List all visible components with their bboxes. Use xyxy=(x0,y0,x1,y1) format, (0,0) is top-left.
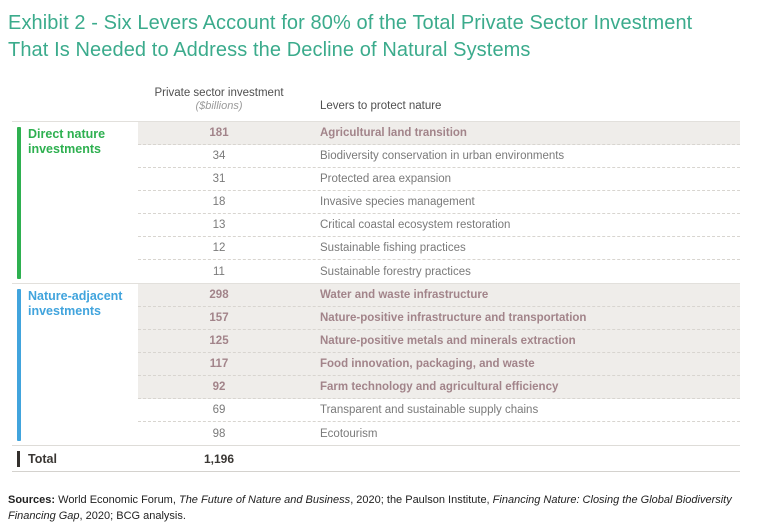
investment-value: 13 xyxy=(212,219,226,231)
investment-value: 12 xyxy=(212,242,226,254)
label-column-spacer xyxy=(12,86,138,113)
lever-label: Agricultural land transition xyxy=(320,127,467,139)
page-title: Exhibit 2 - Six Levers Account for 80% o… xyxy=(8,12,693,61)
investment-value: 18 xyxy=(212,196,226,208)
table-row: 31 Protected area expansion xyxy=(138,168,740,191)
lever-label: Water and waste infrastructure xyxy=(320,289,489,301)
investment-value: 98 xyxy=(212,427,226,440)
lever-label: Farm technology and agricultural efficie… xyxy=(320,381,559,393)
column-headers: Private sector investment ($billions) Le… xyxy=(12,86,740,113)
total-row: Total 1,196 xyxy=(12,445,740,472)
lever-label: Nature-positive metals and minerals extr… xyxy=(320,335,576,347)
investment-table: Direct nature investments 181 Agricultural… xyxy=(12,121,740,472)
investment-header-unit: ($billions) xyxy=(195,100,243,112)
lever-label: Invasive species management xyxy=(320,196,475,208)
section-label: Nature-adjacent investments xyxy=(28,289,123,318)
sources-text: World Economic Forum, The Future of Natu… xyxy=(8,494,732,522)
table-row: 18 Invasive species management xyxy=(138,191,740,214)
table-row: 98 Ecotourism xyxy=(138,422,740,445)
lever-label: Critical coastal ecosystem restoration xyxy=(320,219,511,231)
lever-label: Protected area expansion xyxy=(320,173,452,185)
table-row: 298 Water and waste infrastructure xyxy=(138,284,740,307)
investment-column-header: Private sector investment ($billions) xyxy=(138,86,300,113)
section-direct: Direct nature investments 181 Agricultural… xyxy=(12,121,740,283)
section-adjacent: Nature-adjacent investments 298 Water and … xyxy=(12,283,740,445)
section-label-cell: Nature-adjacent investments xyxy=(12,284,138,445)
lever-label: Nature-positive infrastructure and trans… xyxy=(320,312,587,324)
section-label: Direct nature investments xyxy=(28,127,106,156)
source-work-title: Financing Nature: Closing the Global Bio… xyxy=(8,494,732,522)
investment-value: 34 xyxy=(212,150,226,162)
section-rows: 181 Agricultural land transition 34 Biodive… xyxy=(138,122,740,283)
total-label: Total xyxy=(28,451,57,466)
total-value: 1,196 xyxy=(203,451,235,466)
table-sections: Direct nature investments 181 Agricultural… xyxy=(12,121,740,445)
investment-value: 181 xyxy=(209,127,229,139)
lever-label: Biodiversity conservation in urban envir… xyxy=(320,150,565,162)
source-text-segment: World Economic Forum, xyxy=(55,494,179,506)
investment-header-label: Private sector investment xyxy=(154,87,284,99)
source-text-segment: , 2020; BCG analysis. xyxy=(79,510,186,522)
investment-value: 11 xyxy=(213,265,225,278)
lever-label: Food innovation, packaging, and waste xyxy=(320,358,535,370)
levers-column-header: Levers to protect nature xyxy=(320,100,442,112)
investment-value: 298 xyxy=(209,289,229,301)
table-row: 125 Nature-positive metals and minerals e… xyxy=(138,330,740,353)
table-row: 92 Farm technology and agricultural effic… xyxy=(138,376,740,399)
table-row: 117 Food innovation, packaging, and waste xyxy=(138,353,740,376)
investment-value: 31 xyxy=(212,173,226,185)
table-row: 69 Transparent and sustainable supply cha… xyxy=(138,399,740,422)
investment-value: 117 xyxy=(209,358,229,370)
table-row: 12 Sustainable fishing practices xyxy=(138,237,740,260)
table-row: 157 Nature-positive infrastructure and tr… xyxy=(138,307,740,330)
lever-label: Sustainable fishing practices xyxy=(320,242,466,254)
source-text-segment: , 2020; the Paulson Institute, xyxy=(350,494,493,506)
lever-label: Transparent and sustainable supply chain… xyxy=(320,404,539,416)
table-row: 11 Sustainable forestry practices xyxy=(138,260,740,283)
investment-value: 92 xyxy=(212,381,226,393)
lever-label: Sustainable forestry practices xyxy=(320,265,471,278)
investment-value: 157 xyxy=(209,312,229,324)
total-bar xyxy=(17,450,20,467)
section-label-cell: Direct nature investments xyxy=(12,122,138,283)
section-color-bar xyxy=(17,127,21,279)
investment-value: 125 xyxy=(209,335,229,347)
total-label-cell: Total xyxy=(12,450,138,467)
lever-label: Ecotourism xyxy=(320,427,378,440)
source-work-title: The Future of Nature and Business xyxy=(178,494,351,506)
section-rows: 298 Water and waste infrastructure 157 Natu… xyxy=(138,284,740,445)
section-color-bar xyxy=(17,289,21,441)
table-row: 13 Critical coastal ecosystem restoration xyxy=(138,214,740,237)
sources-label: Sources: xyxy=(8,494,56,506)
table-row: 34 Biodiversity conservation in urban env… xyxy=(138,145,740,168)
sources-note: Sources: World Economic Forum, The Futur… xyxy=(8,492,738,524)
investment-value: 69 xyxy=(212,404,226,416)
table-row: 181 Agricultural land transition xyxy=(138,122,740,145)
